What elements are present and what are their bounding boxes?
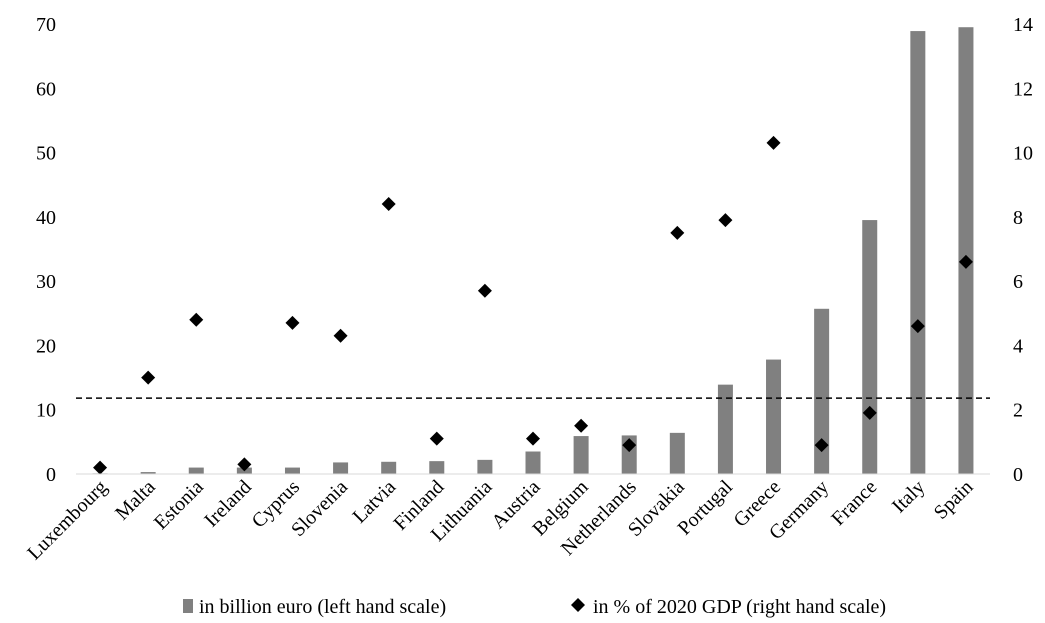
bar: [958, 27, 974, 474]
scatter-point: [718, 213, 733, 228]
bar: [814, 308, 830, 474]
scatter-point: [814, 438, 829, 453]
category-label: Italy: [888, 476, 929, 517]
bar: [717, 384, 733, 474]
bar: [525, 451, 541, 474]
left-y-axis: 0 10 20 30 40 50 60 70: [36, 14, 56, 486]
right-tick-label: 4: [1013, 335, 1023, 357]
category-label: Estonia: [150, 476, 208, 534]
scatter-point: [333, 328, 348, 343]
bar: [140, 472, 156, 474]
scatter-point: [622, 438, 637, 453]
category-label: Portugal: [673, 476, 737, 540]
scatter-point: [141, 370, 156, 385]
bar: [862, 220, 878, 474]
scatter-point: [477, 283, 492, 298]
left-tick-label: 40: [36, 207, 56, 229]
right-tick-label: 6: [1013, 271, 1023, 293]
x-axis: Luxembourg MaltaEstoniaIrelandCyprusSlove…: [23, 473, 990, 564]
scatter-point: [670, 225, 685, 240]
right-tick-label: 14: [1013, 14, 1033, 36]
scatter-point: [237, 457, 252, 472]
right-y-axis: 0 2 4 6 8 10 12 14: [1013, 14, 1033, 486]
left-tick-label: 30: [36, 271, 56, 293]
legend: in billion euro (left hand scale) in % o…: [183, 596, 886, 618]
bar: [766, 359, 782, 474]
left-tick-label: 70: [36, 14, 56, 36]
bar: [284, 467, 300, 474]
legend-bar-label: in billion euro (left hand scale): [199, 596, 446, 618]
category-label: France: [827, 476, 881, 530]
left-tick-label: 20: [36, 335, 56, 357]
legend-bar-swatch: [183, 599, 193, 613]
category-label: Spain: [930, 476, 978, 524]
left-tick-label: 60: [36, 78, 56, 100]
legend-diamond-swatch: [571, 598, 585, 612]
legend-diamond-label: in % of 2020 GDP (right hand scale): [593, 596, 886, 618]
bar: [429, 461, 445, 474]
right-tick-label: 12: [1013, 78, 1033, 100]
category-label: Ireland: [200, 476, 256, 532]
left-tick-label: 10: [36, 400, 56, 422]
scatter-point: [93, 460, 108, 475]
right-tick-label: 0: [1013, 464, 1023, 486]
bar: [333, 462, 349, 474]
bar: [188, 467, 204, 474]
bar: [573, 436, 589, 474]
right-tick-label: 2: [1013, 400, 1023, 422]
scatter-point: [526, 431, 540, 446]
bar: [477, 459, 493, 474]
right-tick-label: 8: [1013, 207, 1023, 229]
scatter-point: [574, 418, 589, 433]
category-label: Luxembourg: [23, 476, 111, 564]
scatter-point: [381, 197, 396, 211]
scatter-point: [189, 312, 204, 327]
bar: [381, 461, 397, 474]
scatter-point: [766, 135, 781, 150]
plot-area: [76, 27, 990, 475]
left-tick-label: 50: [36, 143, 56, 165]
scatter-point: [958, 254, 973, 269]
bar: [910, 31, 926, 474]
scatter-point: [429, 431, 444, 446]
scatter-point: [285, 315, 300, 330]
scatter-point: [862, 405, 877, 420]
left-tick-label: 0: [46, 464, 56, 486]
right-tick-label: 10: [1013, 143, 1033, 165]
bar: [669, 432, 685, 474]
scatter-point: [910, 319, 925, 334]
